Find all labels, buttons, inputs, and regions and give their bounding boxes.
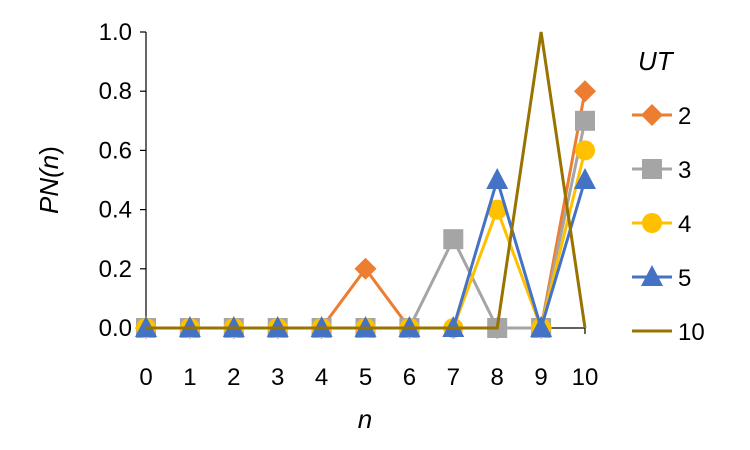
y-tick-label: 0.2 (99, 256, 132, 283)
series-layer (135, 31, 596, 339)
x-tick-label: 7 (447, 364, 460, 391)
x-tick-label: 1 (183, 364, 196, 391)
data-point-2 (574, 80, 596, 103)
data-point-3 (575, 110, 595, 131)
y-tick-label: 0.4 (99, 197, 132, 224)
legend-marker (642, 159, 662, 179)
x-tick-label: 2 (227, 364, 240, 391)
series-4 (136, 140, 595, 338)
series-line-2 (146, 90, 587, 330)
legend-item-5: 5 (632, 265, 691, 292)
legend-marker (641, 265, 663, 286)
data-point-5 (530, 316, 553, 337)
data-point-5 (574, 168, 596, 189)
series-line-10 (146, 31, 587, 330)
legend-marker (641, 104, 663, 126)
legend-item-10: 10 (632, 319, 705, 346)
x-tick-label: 6 (403, 364, 416, 391)
x-tick-label: 0 (139, 364, 152, 391)
series-3 (136, 110, 595, 338)
series-line-5 (146, 174, 587, 334)
legend-title: UT (638, 46, 675, 76)
x-tick-label: 9 (534, 364, 547, 391)
legend-marker (642, 213, 662, 233)
legend-item-4: 4 (632, 211, 691, 238)
series-10 (146, 31, 587, 330)
x-axis: 0 1 2 3 4 5 6 7 8 9 10 (139, 327, 599, 391)
data-point-4 (487, 199, 508, 220)
y-axis: 0.0 0.2 0.4 0.6 0.8 1.0 (99, 19, 147, 342)
data-point-2 (354, 257, 377, 280)
data-point-4 (575, 140, 595, 161)
legend-label: 4 (678, 211, 691, 238)
y-tick-label: 0.0 (99, 315, 132, 342)
x-tick-label: 10 (572, 364, 599, 391)
series-5 (135, 168, 596, 337)
y-axis-title: PN(n) (34, 146, 64, 214)
legend-item-3: 3 (632, 157, 691, 184)
y-tick-label: 1.0 (99, 19, 132, 46)
y-tick-label: 0.6 (99, 137, 132, 164)
data-point-5 (486, 168, 509, 189)
x-tick-label: 8 (491, 364, 504, 391)
x-tick-label: 3 (271, 364, 284, 391)
data-point-3 (443, 229, 464, 250)
y-axis-title-pre: PN( (34, 167, 64, 214)
series-line-3 (146, 120, 587, 330)
y-axis-title-var: n (34, 155, 64, 169)
x-axis-title: n (358, 404, 372, 434)
y-tick-label: 0.8 (99, 78, 132, 105)
y-axis-title-post: ) (34, 146, 64, 155)
x-tick-label: 4 (315, 364, 328, 391)
legend-item-2: 2 (632, 103, 691, 130)
legend-label: 5 (678, 265, 691, 292)
legend-label: 10 (678, 319, 705, 346)
legend: UT 2 3 4 5 10 (632, 46, 705, 346)
legend-label: 3 (678, 157, 691, 184)
x-tick-label: 5 (359, 364, 372, 391)
legend-label: 2 (678, 103, 691, 130)
